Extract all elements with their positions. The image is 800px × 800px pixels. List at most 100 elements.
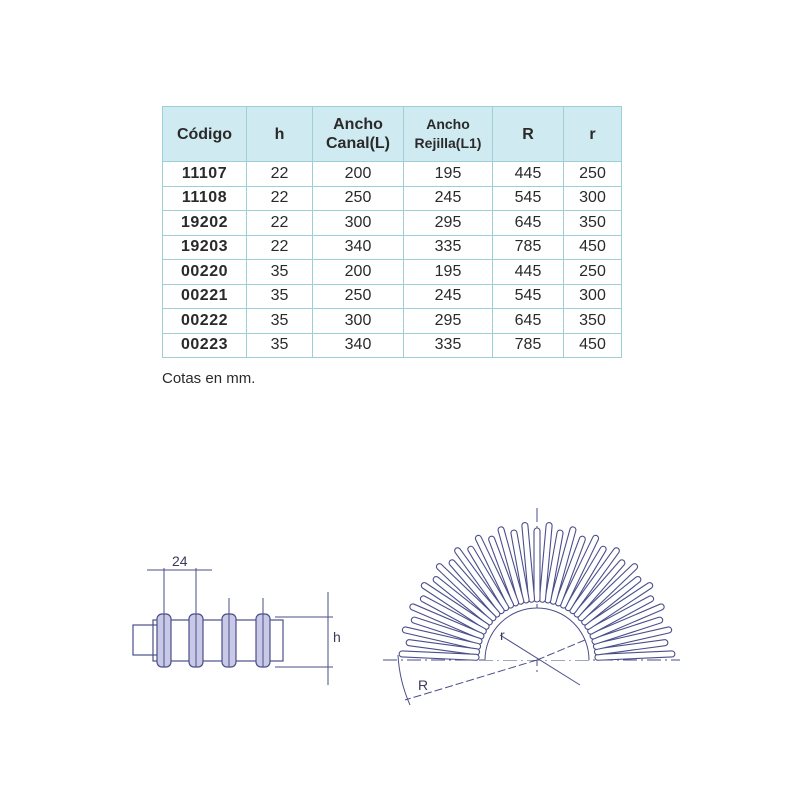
grating-slat <box>405 639 481 656</box>
slat-outline <box>594 650 676 661</box>
grating-slat <box>454 547 505 615</box>
header-codigo: Código <box>162 106 247 162</box>
table-row: 00222 35 300 295 645 350 <box>162 308 622 334</box>
grating-slat <box>593 639 669 656</box>
cell-ancho-rejilla: 335 <box>403 332 493 358</box>
cell-h: 35 <box>246 283 313 309</box>
slat-outline <box>420 582 490 630</box>
slat-outline <box>448 559 501 618</box>
slat-outline <box>409 603 485 640</box>
slat-outline <box>564 545 607 612</box>
slat-outline <box>435 563 497 622</box>
slat-outline <box>592 626 673 650</box>
grating-slat <box>587 595 655 635</box>
slat-outline <box>554 535 586 607</box>
slat-outline <box>559 534 600 609</box>
table-row: 00220 35 200 195 445 250 <box>162 259 622 285</box>
cell-codigo: 11108 <box>162 185 247 211</box>
cell-R: 545 <box>492 185 564 211</box>
cell-R: 645 <box>492 210 564 236</box>
table-row: 00223 35 340 335 785 450 <box>162 332 622 358</box>
cell-h: 35 <box>246 308 313 334</box>
grating-slat <box>589 603 665 640</box>
grating-slat <box>564 545 607 612</box>
cell-r: 300 <box>563 185 622 211</box>
grating-slat <box>569 547 620 615</box>
table-row: 19203 22 340 335 785 450 <box>162 234 622 260</box>
slat-outline <box>454 547 505 615</box>
grating-slat <box>410 616 483 645</box>
cell-codigo: 11107 <box>162 161 247 187</box>
slat-outline <box>569 547 620 615</box>
cell-R: 545 <box>492 283 564 309</box>
slat-outline <box>474 534 515 609</box>
grating-slat <box>510 529 530 604</box>
grating-slat <box>554 535 586 607</box>
grating-slat <box>467 545 510 612</box>
grating-slat <box>538 521 553 603</box>
cell-ancho-canal: 200 <box>312 161 404 187</box>
grating-slat <box>398 650 480 661</box>
slat-outline <box>538 521 553 603</box>
R-arc <box>397 654 411 706</box>
slat-outline <box>593 639 669 656</box>
cell-ancho-canal: 300 <box>312 308 404 334</box>
cell-ancho-canal: 250 <box>312 185 404 211</box>
cell-ancho-rejilla: 195 <box>403 259 493 285</box>
cell-R: 785 <box>492 332 564 358</box>
height-label: h <box>333 629 341 645</box>
cell-r: 450 <box>563 332 622 358</box>
grating-slat <box>594 650 676 661</box>
grating-slat <box>409 603 485 640</box>
grating-slat <box>488 535 520 607</box>
dimensions-table: Código h Ancho Canal(L) Ancho Rejilla(L1… <box>162 106 622 358</box>
inner-arc <box>484 607 590 661</box>
slat-outline <box>432 576 493 626</box>
bar-body <box>152 619 284 662</box>
grating-slat <box>401 626 482 650</box>
slat-outline <box>497 526 525 605</box>
slat-outline <box>581 576 642 626</box>
r-aux-line <box>536 639 586 661</box>
grating-slat <box>474 534 515 609</box>
cell-ancho-canal: 200 <box>312 259 404 285</box>
table-row: 11108 22 250 245 545 300 <box>162 185 622 211</box>
pitch-label: 24 <box>172 553 188 569</box>
slat-outline <box>577 563 639 622</box>
header-r: r <box>563 106 622 162</box>
slat-outline <box>584 582 654 630</box>
cell-h: 22 <box>246 210 313 236</box>
grating-slat <box>577 563 639 622</box>
cell-r: 350 <box>563 210 622 236</box>
grating-slat <box>544 529 564 604</box>
cell-r: 300 <box>563 283 622 309</box>
cell-ancho-rejilla: 295 <box>403 308 493 334</box>
slat-outline <box>467 545 510 612</box>
slat-outline <box>410 616 483 645</box>
r-dimension-line <box>499 634 581 686</box>
inner-radius-label: r <box>500 627 505 643</box>
cell-R: 445 <box>492 161 564 187</box>
header-R: R <box>492 106 564 162</box>
cell-codigo: 19202 <box>162 210 247 236</box>
grating-slat <box>432 576 493 626</box>
grating-slat <box>420 582 490 630</box>
slat-outline <box>591 616 664 645</box>
slat-outline <box>488 535 520 607</box>
grating-slat <box>533 527 541 603</box>
slat-outline <box>510 529 530 604</box>
header-ancho-canal: Ancho Canal(L) <box>312 106 404 162</box>
table-row: 19202 22 300 295 645 350 <box>162 210 622 236</box>
slat-outline <box>398 650 480 661</box>
cell-r: 350 <box>563 308 622 334</box>
grating-slat <box>448 559 501 618</box>
grating-slat <box>521 521 536 603</box>
slat-outline <box>589 603 665 640</box>
slat-outline <box>544 529 564 604</box>
slat-outline <box>549 526 577 605</box>
slat-outline <box>533 527 541 603</box>
table-row: 00221 35 250 245 545 300 <box>162 283 622 309</box>
grating-slat <box>584 582 654 630</box>
outer-radius-label: R <box>418 677 428 693</box>
